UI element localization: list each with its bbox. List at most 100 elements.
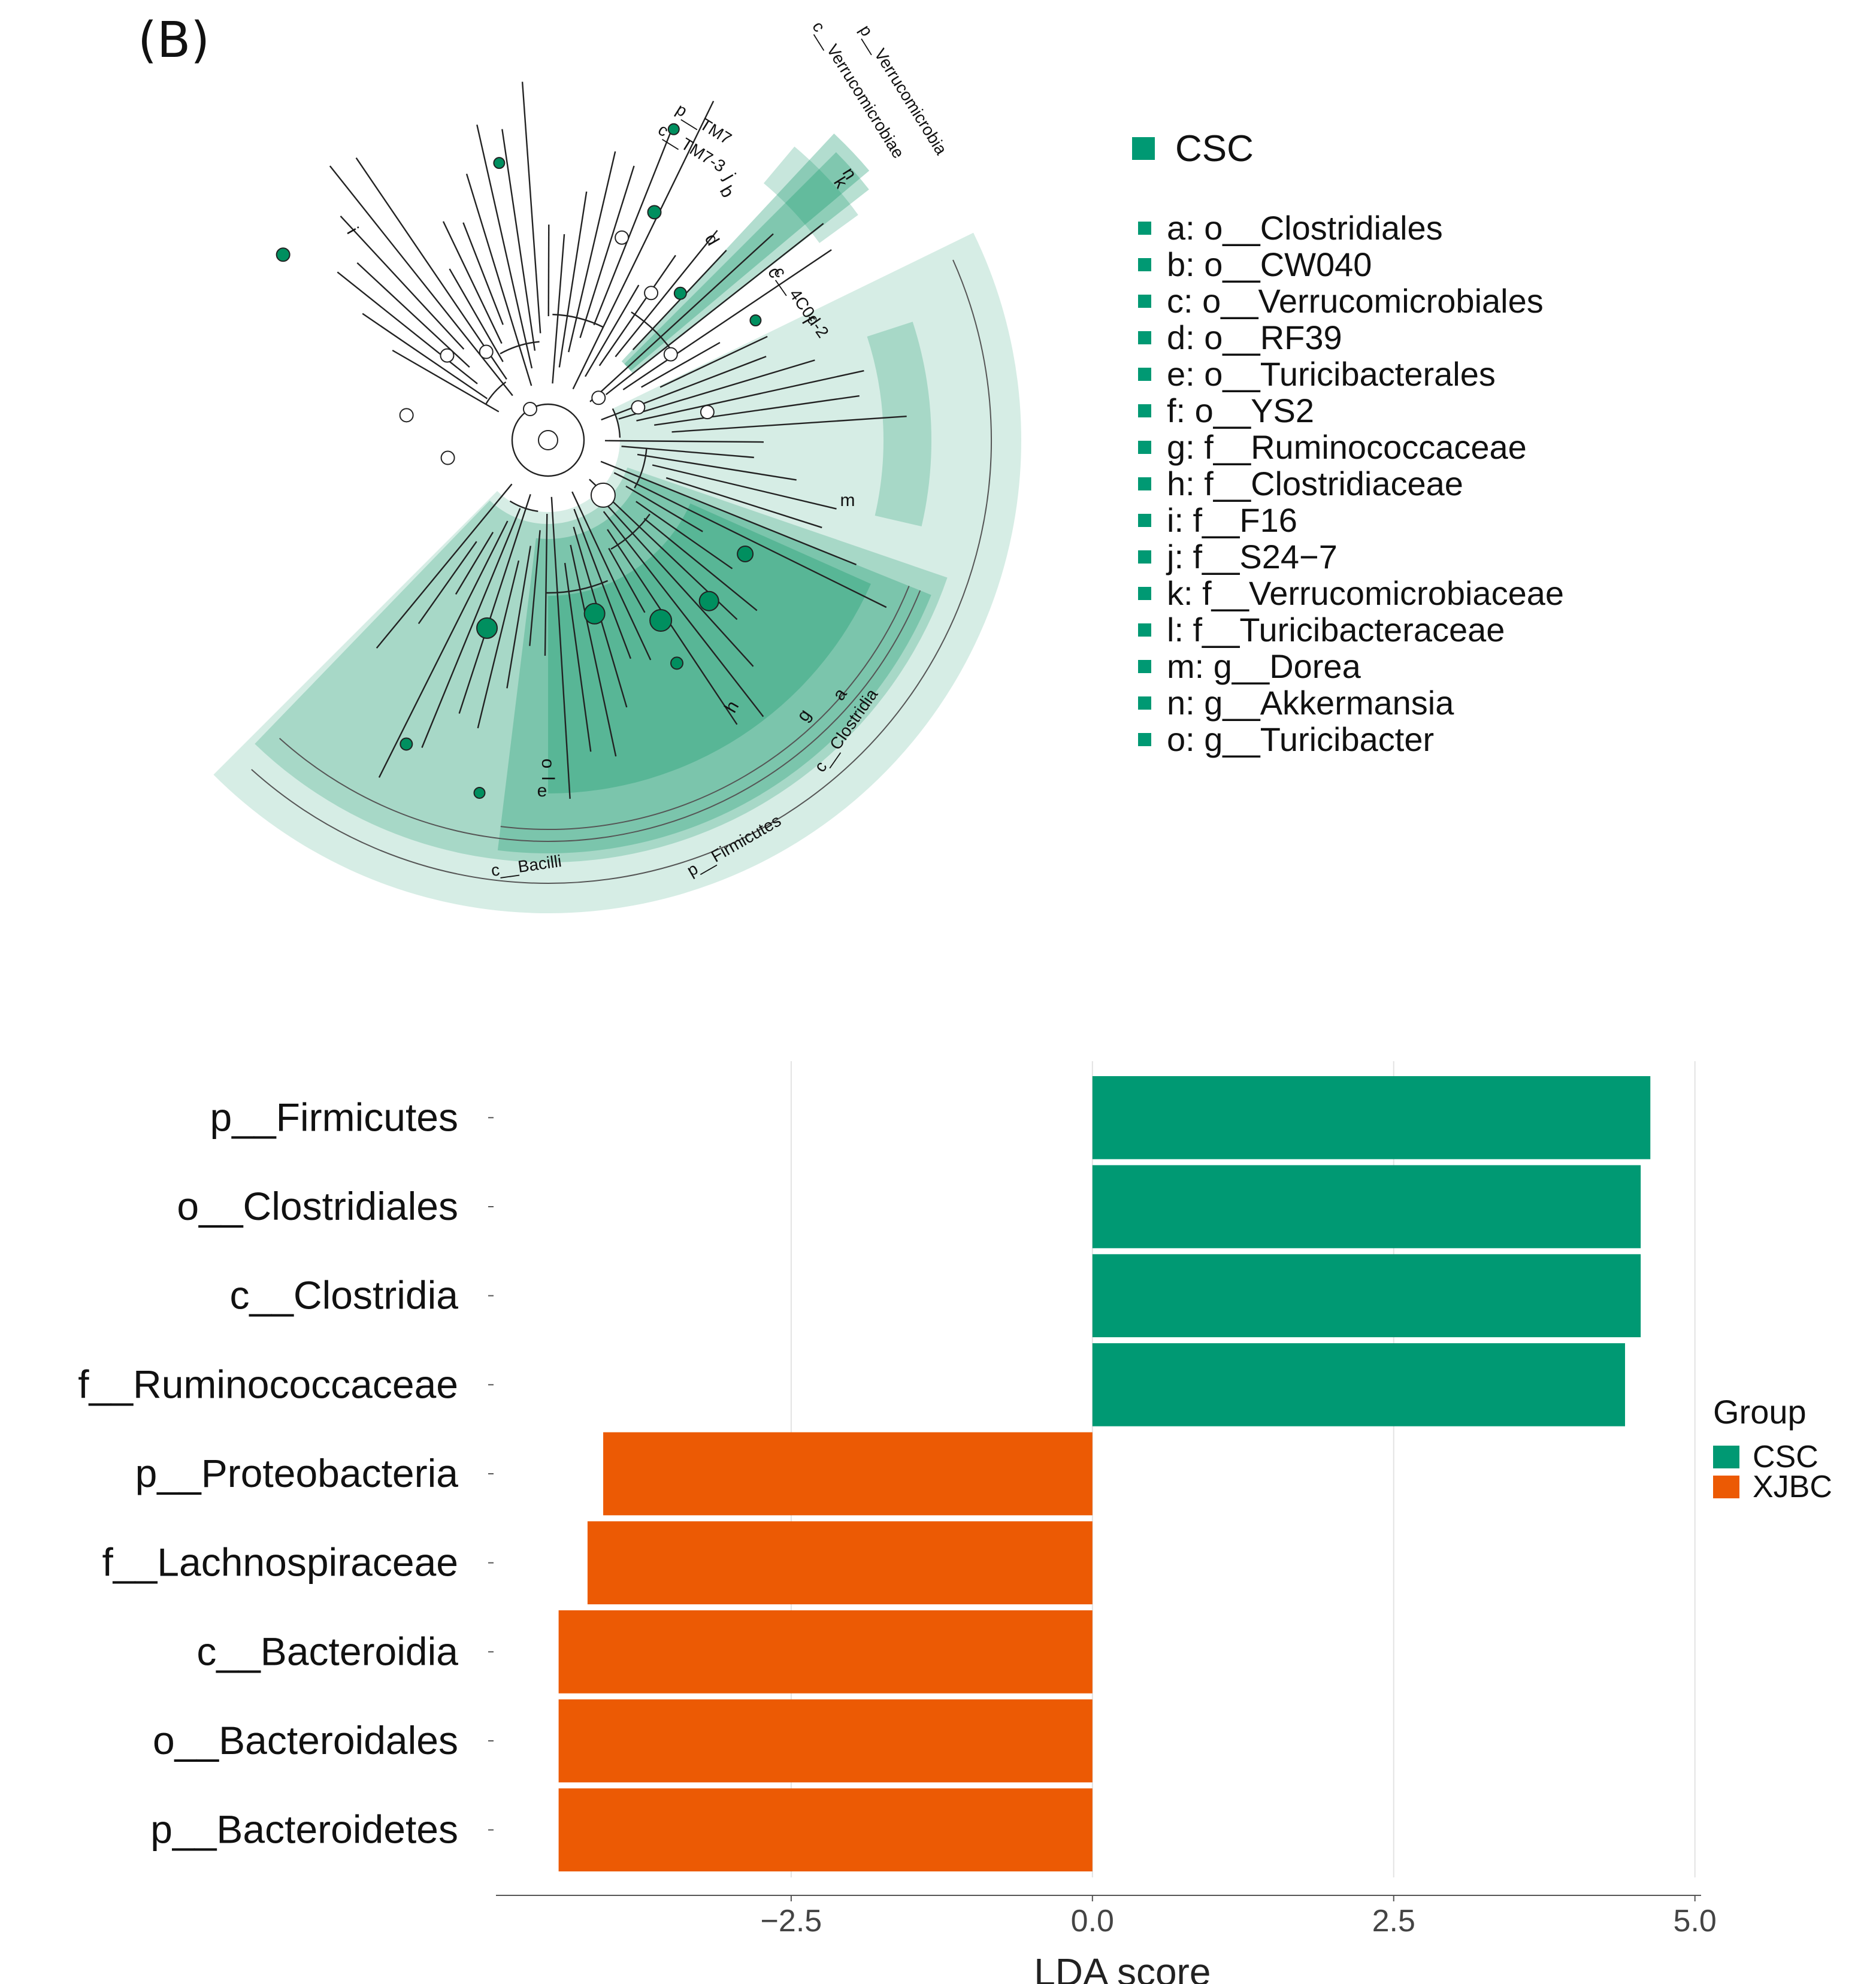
clado-branch [355,157,507,380]
clado-branch [654,395,860,426]
taxon-legend-item: l: f__Turicibacteraceae [1138,611,1564,649]
category-label: o__Clostridiales [177,1184,458,1228]
bacilli-arc [279,590,921,842]
bar-xjbc [558,1699,1093,1783]
clado-branch [552,234,565,384]
clado-branch [564,562,592,752]
taxon-legend-label: f: o__YS2 [1167,392,1314,429]
category-label: o__Bacteroidales [153,1718,458,1762]
bar-csc [1092,1076,1651,1159]
bar-xjbc [603,1432,1093,1516]
clado-branch [659,335,768,388]
clado-node [590,482,616,508]
clado-branch [641,341,721,388]
clado-branch [637,453,797,481]
taxon-legend-swatch [1138,404,1151,417]
clado-branch [671,416,907,433]
category-label: p__Proteobacteria [135,1451,459,1495]
x-tick-label: 2.5 [1372,1904,1415,1938]
clado-arc [634,449,647,489]
firmicutes-arc [251,259,992,884]
clado-branches [329,81,907,799]
legend-label-xjbc: XJBC [1753,1470,1832,1504]
clado-node [631,400,646,415]
bar-csc [1092,1343,1626,1426]
clado-branch [598,255,676,366]
biomarker-node [749,314,762,326]
group-legend-title: Group [1713,1393,1807,1431]
clado-branch [589,233,774,402]
clade-label: p__Verrucomicrobia [856,22,951,158]
clado-branch [632,250,727,350]
taxon-legend-item: e: o__Turicibacterales [1138,355,1564,393]
clado-branch [579,165,635,338]
taxon-legend-item: a: o__Clostridiales [1138,209,1564,247]
clado-node [663,347,678,362]
clado-branch [600,461,857,566]
biomarker-node [583,602,606,625]
taxon-legend-item: m: g__Dorea [1138,647,1564,685]
taxon-legend-label: d: o__RF39 [1167,319,1342,356]
cladogram-taxa-legend: a: o__Clostridiales b: o__CW040 c: o__Verr… [1138,209,1564,758]
clado-node [479,344,494,359]
bar-xjbc [558,1788,1093,1871]
taxon-legend-item: o: g__Turicibacter [1138,720,1564,758]
lda-bar-chart: −2.5 0.0 2.5 5.0 LDA score p__Firmicutes o__Cl… [78,1061,1717,1984]
taxon-legend-label: g: f__Ruminococcaceae [1167,428,1527,466]
verrucomicrobia-band [867,322,931,526]
taxon-legend-swatch [1138,696,1151,710]
category-label: c__Bacteroidia [196,1629,458,1673]
clado-branch [604,440,764,443]
biomarker-node [473,786,486,799]
legend-item-xjbc: XJBC [1713,1470,1832,1504]
biomarker-node [647,205,662,220]
clado-branch [417,541,477,625]
clostridia-band [497,477,931,853]
clado-arc [485,381,507,405]
clado-arc [612,408,621,438]
clado-branch [601,356,767,421]
taxon-legend-item: j: f__S24−7 [1138,538,1564,575]
category-label: c__Clostridia [230,1273,459,1317]
clado-branch [458,493,531,714]
csc-legend-label: CSC [1175,128,1254,169]
biomarker-node [493,157,506,169]
taxon-legend-item: h: f__Clostridiaceae [1138,465,1564,502]
biomarker-node [737,546,754,562]
clado-branch [571,491,652,661]
panel-label: (B) [138,12,210,69]
taxon-legend-item: b: o__CW040 [1138,246,1564,283]
taxon-legend-label: m: g__Dorea [1167,647,1361,685]
clado-branch [605,223,824,395]
taxon-legend-item: g: f__Ruminococcaceae [1138,428,1564,466]
taxon-legend-label: h: f__Clostridiaceae [1167,465,1463,502]
tm7-band [763,146,858,243]
clado-branch [572,101,715,390]
taxon-legend-swatch [1138,550,1151,564]
clado-branch [465,173,532,386]
cladogram-legend-header: CSC [1132,125,1254,172]
taxon-legend-swatch [1138,732,1151,746]
bar-csc [1092,1165,1641,1249]
group-legend: Group CSC XJBC [1713,1392,1832,1504]
clado-branch [607,529,738,725]
biomarker-node [670,656,683,670]
taxon-legend-label: e: o__Turicibacterales [1167,355,1496,393]
biomarker-node [649,609,673,632]
clado-node [644,286,659,301]
taxon-legend-swatch [1138,586,1151,600]
clado-branch [618,359,815,420]
taxon-legend-swatch [1138,513,1151,527]
clado-branch [585,284,640,377]
taxon-legend-swatch [1138,331,1151,344]
clado-branch [568,151,616,353]
taxon-legend-item: k: f__Verrucomicrobiaceae [1138,574,1564,612]
taxon-legend-swatch [1138,258,1151,271]
clado-branch [501,129,536,351]
bar-xjbc [587,1521,1093,1604]
clado-branch [378,520,509,778]
node-letter-label: j [720,169,739,183]
clado-branch [362,313,488,399]
taxon-legend-label: b: o__CW040 [1167,246,1372,283]
clado-arc [545,580,609,594]
